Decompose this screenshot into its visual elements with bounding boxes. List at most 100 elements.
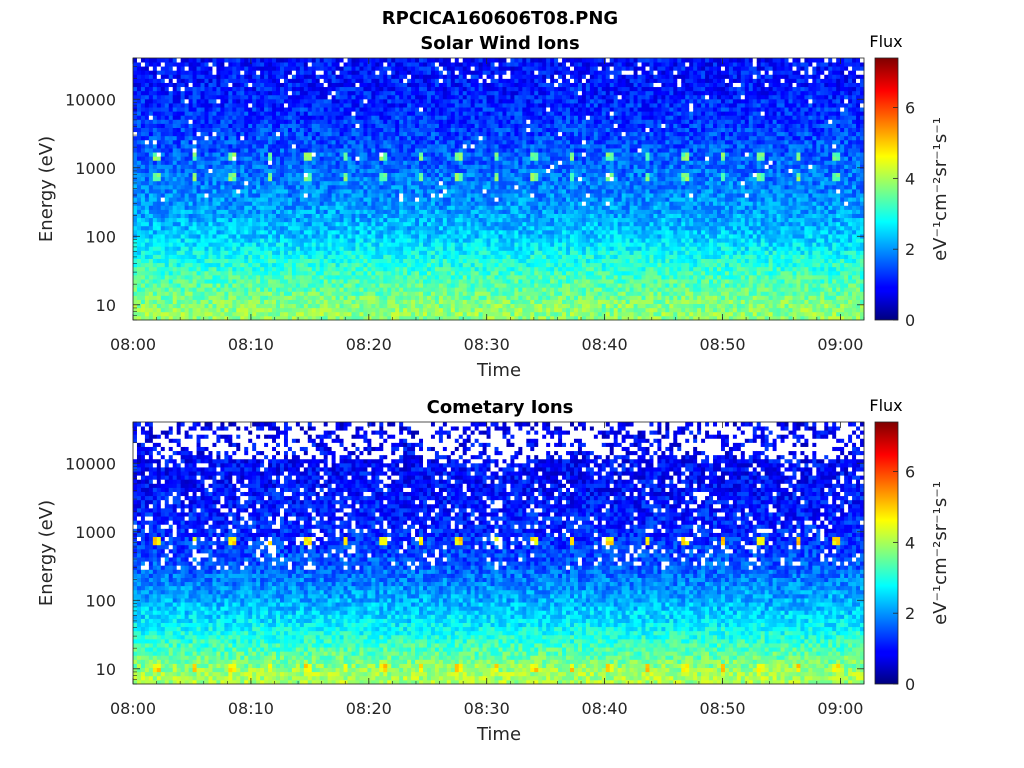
heatmap-cell	[363, 119, 368, 124]
heatmap-cell	[371, 184, 376, 190]
heatmap-cell	[140, 266, 146, 272]
heatmap-cell	[208, 127, 213, 133]
heatmap-cell	[315, 160, 321, 165]
heatmap-cell	[307, 168, 313, 174]
heatmap-cell	[244, 258, 249, 264]
heatmap-cell	[268, 225, 273, 231]
heatmap-cell	[387, 266, 392, 272]
heatmap-cell	[260, 217, 265, 223]
heatmap-cell	[307, 307, 313, 313]
heatmap-cell	[156, 119, 162, 124]
heatmap-cell	[438, 303, 444, 309]
heatmap-cell	[303, 148, 309, 153]
heatmap-cell	[272, 307, 277, 313]
heatmap-cell	[283, 123, 289, 128]
heatmap-cell	[212, 62, 217, 67]
heatmap-cell	[260, 86, 265, 92]
heatmap-cell	[188, 295, 193, 300]
heatmap-cell	[291, 246, 297, 251]
heatmap-cell	[367, 115, 372, 120]
heatmap-cell	[216, 156, 221, 161]
heatmap-cell	[264, 205, 269, 210]
heatmap-cell	[140, 238, 146, 243]
heatmap-cell	[395, 90, 400, 96]
heatmap-cell	[232, 279, 237, 284]
heatmap-cell	[442, 315, 448, 321]
heatmap-cell	[371, 127, 376, 133]
heatmap-cell	[395, 111, 400, 116]
heatmap-cell	[347, 152, 352, 157]
heatmap-cell	[411, 254, 416, 259]
heatmap-cell	[363, 246, 368, 251]
heatmap-cell	[180, 274, 186, 280]
heatmap-cell	[200, 283, 205, 288]
heatmap-cell	[272, 176, 277, 182]
heatmap-cell	[224, 209, 229, 214]
heatmap-cell	[303, 86, 309, 92]
heatmap-cell	[407, 66, 412, 71]
heatmap-cell	[423, 66, 428, 71]
heatmap-cell	[319, 254, 325, 259]
heatmap-cell	[228, 70, 233, 75]
heatmap-cell	[315, 184, 321, 190]
heatmap-cell	[268, 201, 273, 206]
heatmap-cell	[347, 58, 352, 63]
heatmap-cell	[268, 103, 273, 108]
heatmap-cell	[136, 131, 142, 137]
heatmap-cell	[295, 103, 301, 108]
heatmap-cell	[208, 164, 213, 169]
heatmap-cell	[343, 176, 348, 182]
heatmap-cell	[192, 221, 197, 227]
heatmap-cell	[140, 299, 146, 305]
heatmap-cell	[240, 270, 245, 276]
heatmap-cell	[279, 139, 285, 145]
heatmap-cell	[188, 70, 193, 75]
heatmap-cell	[335, 66, 340, 71]
heatmap-cell	[236, 103, 241, 108]
heatmap-cell	[351, 172, 356, 178]
heatmap-cell	[351, 82, 356, 88]
heatmap-cell	[383, 270, 388, 276]
heatmap-cell	[272, 234, 277, 239]
heatmap-cell	[256, 221, 261, 227]
heatmap-cell	[351, 250, 356, 255]
heatmap-cell	[244, 291, 249, 296]
heatmap-cell	[164, 270, 170, 276]
heatmap-cell	[260, 287, 265, 292]
heatmap-cell	[224, 66, 229, 71]
heatmap-cell	[347, 111, 352, 116]
heatmap-cell	[299, 213, 305, 219]
heatmap-cell	[303, 213, 309, 219]
heatmap-cell	[343, 221, 348, 227]
heatmap-cell	[423, 303, 428, 309]
heatmap-cell	[327, 131, 333, 137]
heatmap-cell	[367, 246, 372, 251]
heatmap-cell	[411, 98, 416, 104]
heatmap-cell	[438, 86, 444, 92]
heatmap-cell	[331, 238, 337, 243]
heatmap-cell	[359, 217, 364, 223]
heatmap-cell	[156, 229, 162, 235]
heatmap-cell	[220, 258, 225, 264]
heatmap-cell	[343, 58, 348, 63]
heatmap-cell	[375, 127, 380, 133]
heatmap-cell	[136, 242, 142, 247]
heatmap-cell	[371, 205, 376, 210]
heatmap-cell	[323, 78, 329, 83]
heatmap-cell	[204, 62, 209, 67]
heatmap-cell	[430, 143, 436, 149]
heatmap-cell	[279, 66, 285, 71]
heatmap-cell	[383, 189, 388, 194]
heatmap-cell	[363, 315, 368, 321]
heatmap-cell	[152, 94, 158, 100]
heatmap-cell	[200, 209, 205, 214]
heatmap-cell	[438, 274, 444, 280]
heatmap-cell	[407, 74, 412, 79]
heatmap-cell	[152, 315, 158, 321]
heatmap-cell	[419, 246, 424, 251]
heatmap-cell	[272, 291, 277, 296]
heatmap-cell	[252, 266, 257, 272]
heatmap-cell	[244, 180, 249, 186]
heatmap-cell	[315, 274, 321, 280]
heatmap-cell	[415, 274, 420, 280]
